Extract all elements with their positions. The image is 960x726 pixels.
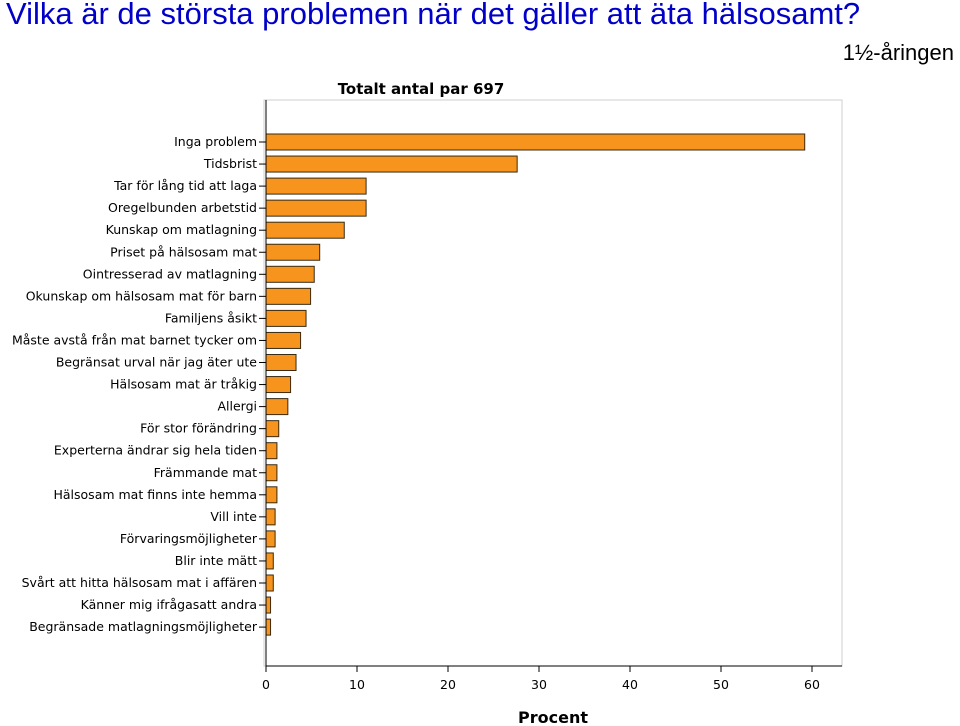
category-label: Känner mig ifrågasatt andra <box>81 597 257 612</box>
category-label: Allergi <box>217 399 257 414</box>
category-label: Blir inte mätt <box>175 553 257 568</box>
bar-m-ste-avst-fr-n-mat-barnet-tycker-om <box>265 331 302 349</box>
x-tick-label: 0 <box>262 677 270 692</box>
category-label: Främmande mat <box>154 465 257 480</box>
category-label: Begränsat urval när jag äter ute <box>56 355 257 370</box>
bar-vill-inte <box>265 508 276 526</box>
bar-f-r-stor-f-r-ndring <box>265 420 280 438</box>
category-label: Tidsbrist <box>203 156 257 171</box>
x-tick-label: 40 <box>622 677 638 692</box>
category-label: Hälsosam mat finns inte hemma <box>53 487 257 502</box>
chart-title: Totalt antal par 697 <box>338 80 505 98</box>
bar-fr-mmande-mat <box>265 464 278 482</box>
x-axis: 0 10 20 30 40 50 60 <box>262 100 842 692</box>
bar-h-lsosam-mat-finns-inte-hemma <box>265 486 278 504</box>
bar-blir-inte-m-tt <box>265 552 274 570</box>
bar-k-nner-mig-ifr-gasatt-andra <box>265 596 272 614</box>
x-tick-label: 10 <box>349 677 365 692</box>
bar-h-lsosam-mat-r-tr-kig <box>265 376 292 394</box>
category-labels-group: Inga problem Tidsbrist Tar för lång tid at… <box>12 134 266 634</box>
bars-group <box>265 133 806 636</box>
category-label: Okunskap om hälsosam mat för barn <box>26 288 257 303</box>
category-label: Inga problem <box>174 134 257 149</box>
bar-inga-problem <box>265 133 806 151</box>
category-label: För stor förändring <box>140 421 257 436</box>
bar-okunskap-om-h-lsosam-mat-f-r-barn <box>265 287 312 305</box>
category-label: Familjens åsikt <box>165 310 257 325</box>
bar-tar-f-r-l-ng-tid-att-laga <box>265 177 367 195</box>
x-tick-label: 60 <box>804 677 820 692</box>
x-tick-label: 50 <box>713 677 729 692</box>
bar-begr-nsat-urval-n-r-jag-ter-ute <box>265 354 297 371</box>
x-tick-label: 20 <box>440 677 456 692</box>
category-label: Svårt att hitta hälsosam mat i affären <box>22 575 257 590</box>
bar-priset-p-h-lsosam-mat <box>265 243 321 261</box>
category-label: Tar för lång tid att laga <box>113 178 257 193</box>
x-axis-title: Procent <box>518 708 588 726</box>
bar-ointresserad-av-matlagning <box>265 265 315 283</box>
slide-subtitle: 1½-åringen <box>842 40 954 65</box>
bar-f-rvaringsm-jligheter <box>265 530 276 548</box>
category-label: Kunskap om matlagning <box>106 222 257 237</box>
bar-tidsbrist <box>265 155 518 173</box>
bar-begr-nsade-matlagningsm-jligheter <box>265 618 272 636</box>
category-label: Priset på hälsosam mat <box>110 244 257 259</box>
bar-kunskap-om-matlagning <box>265 221 345 239</box>
slide-title: Vilka är de största problemen när det gä… <box>6 0 861 31</box>
category-label: Måste avstå från mat barnet tycker om <box>12 332 257 347</box>
bar-allergi <box>265 398 289 416</box>
x-tick-label: 30 <box>531 677 547 692</box>
category-label: Begränsade matlagningsmöjligheter <box>29 619 258 634</box>
category-label: Oregelbunden arbetstid <box>108 200 257 215</box>
bar-oregelbunden-arbetstid <box>265 199 367 217</box>
category-label: Experterna ändrar sig hela tiden <box>54 443 257 458</box>
category-label: Hälsosam mat är tråkig <box>110 377 257 392</box>
category-label: Vill inte <box>210 509 257 524</box>
bar-chart: Totalt antal par 697 Inga problem Tidsbri… <box>12 80 843 726</box>
bar-familjens-sikt <box>265 309 307 327</box>
bar-experterna-ndrar-sig-hela-tiden <box>265 442 278 460</box>
bar-sv-rt-att-hitta-h-lsosam-mat-i-aff-ren <box>265 574 274 592</box>
category-label: Ointresserad av matlagning <box>83 266 257 281</box>
category-label: Förvaringsmöjligheter <box>120 531 258 546</box>
